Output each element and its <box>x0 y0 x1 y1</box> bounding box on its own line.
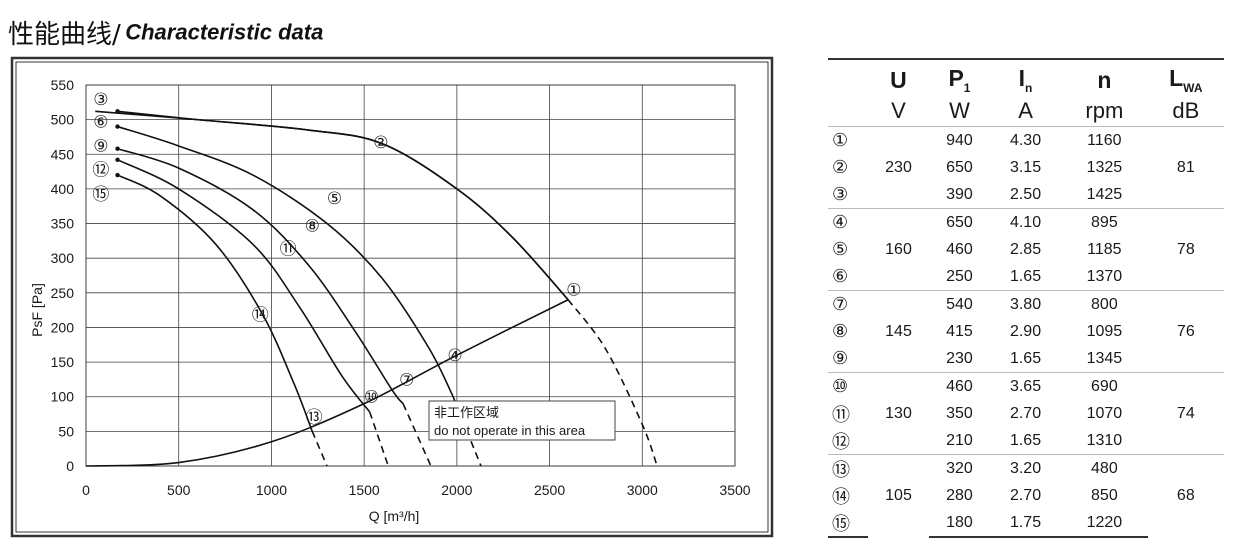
chart-grid <box>85 84 736 467</box>
chart-outer-frame <box>10 56 774 538</box>
curve-start-dot <box>115 109 120 114</box>
unit-In: A <box>1018 98 1033 123</box>
curve-label: ⑭ <box>252 305 269 324</box>
svg-text:PsF [Pa]: PsF [Pa] <box>29 283 45 337</box>
annotation-en: do not operate in this area <box>434 423 586 438</box>
curve-dashed <box>311 431 328 467</box>
curve-label: ② <box>373 133 388 152</box>
curve-label: ⑥ <box>93 113 108 132</box>
y-tick-label: 500 <box>51 112 75 128</box>
unit-U: V <box>891 98 906 123</box>
curve-start-dot <box>115 124 120 129</box>
x-axis-label: Q [m³/h] <box>369 508 420 524</box>
y-axis-label: PsF [Pa] <box>29 283 45 337</box>
table-row: ⑫ 210 1.65 1310 <box>832 431 1123 453</box>
header-U: U <box>868 58 929 96</box>
chart-ticks: 0 500 1000 1500 2000 2500 3000 3500 0 50 100 150 200… <box>51 77 751 498</box>
spec-table: U P1 In n LWA V W A rpm dB ① 230 940 4.30 11… <box>828 58 1224 538</box>
x-tick-label: 3500 <box>719 482 750 498</box>
curve-label: ⑧ <box>305 217 320 236</box>
title-cn: 性能曲线/ <box>8 20 121 50</box>
y-tick-label: 450 <box>51 146 75 162</box>
title-en: Characteristic data <box>125 19 324 45</box>
x-tick-label: 2000 <box>441 482 472 498</box>
curve-start-dot <box>115 172 120 178</box>
table-row: ② 650 3.15 1325 <box>832 157 1123 178</box>
y-tick-label: 400 <box>51 181 75 197</box>
header-In: In <box>989 58 1062 96</box>
annotation-cn: 非工作区域 <box>434 405 499 420</box>
y-tick-label: 250 <box>51 285 75 301</box>
y-tick-label: 550 <box>51 77 75 93</box>
x-tick-label: 2500 <box>534 482 565 498</box>
curve-label: ③ <box>93 90 108 109</box>
x-tick-label: 3000 <box>627 482 658 498</box>
curve-solid <box>117 125 454 398</box>
curve-start-dot <box>115 157 120 163</box>
y-tick-label: 150 <box>51 354 75 370</box>
no-operate-annotation: 非工作区域 do not operate in this area <box>428 400 616 441</box>
plot-area <box>85 84 736 467</box>
x-tick-label: 1000 <box>256 482 287 498</box>
curve-label: ④ <box>447 346 462 365</box>
table-row: ⑮ 180 1.75 1220 <box>828 509 1224 538</box>
unit-LWA: dB <box>1172 98 1200 123</box>
x-tick-label: 500 <box>167 482 191 498</box>
curve-label: ⑩ <box>364 388 379 407</box>
table-group: ④ 160 650 4.10 895 78 ⑤ 460 2.85 1185 ⑥ 250 1.65 13… <box>828 208 1224 291</box>
table-row: ⑤ 460 2.85 1185 <box>832 239 1122 260</box>
table-group: ⑬ 105 320 3.20 480 68 ⑭ 280 2.70 850 ⑮ 180 1.75 122… <box>828 454 1224 538</box>
header-n: n <box>1061 58 1148 96</box>
y-tick-label: 300 <box>51 250 75 266</box>
table-row: ④ 160 650 4.10 895 78 <box>828 208 1224 291</box>
y-tick-label: 0 <box>66 458 74 474</box>
curve-solid <box>85 299 569 467</box>
y-tick-label: 100 <box>51 389 75 405</box>
curve-label: ① <box>566 280 581 299</box>
table-row: ① 230 940 4.30 1160 81 <box>828 126 1224 209</box>
curve-dashed <box>567 299 658 467</box>
curve-label: ⑪ <box>280 239 297 258</box>
curve-solid <box>117 147 404 405</box>
table-row: ⑨ 230 1.65 1345 <box>832 348 1123 369</box>
curve-solid <box>117 110 569 301</box>
table-row: ⑥ 250 1.65 1370 <box>832 266 1123 287</box>
curve-label: ⑦ <box>399 370 414 389</box>
y-tick-label: 50 <box>58 423 74 439</box>
table-row: ⑪ 350 2.70 1070 <box>832 404 1123 426</box>
curve-dashed <box>402 403 432 467</box>
page-title: 性能曲线/ Characteristic data <box>8 14 324 51</box>
curve-solid <box>117 159 371 413</box>
chart-curve-labels: ② ③ ④ ⑤ ⑥ ⑦ ⑧ ⑨ ⑩ ⑪ ⑫ ⑬ ⑭ ⑮ ① <box>92 90 581 427</box>
curve-label: ⑫ <box>92 161 109 180</box>
table-group: ① 230 940 4.30 1160 81 ② 650 3.15 1325 ③ 390 2.50 1… <box>828 126 1224 209</box>
table-row: ⑦ 145 540 3.80 800 76 <box>828 290 1224 373</box>
y-tick-label: 350 <box>51 216 75 232</box>
curve-label: ⑬ <box>306 408 323 427</box>
curve-label: ⑤ <box>327 189 342 208</box>
chart-curves <box>85 109 658 467</box>
curve-dashed <box>368 411 390 467</box>
table-row: ⑧ 415 2.90 1095 <box>832 321 1123 342</box>
table-row: ⑭ 280 2.70 850 <box>832 486 1118 508</box>
unit-n: rpm <box>1085 98 1124 123</box>
y-tick-label: 200 <box>51 319 75 335</box>
table-group: ⑦ 145 540 3.80 800 76 ⑧ 415 2.90 1095 ⑨ 230 1.65 13… <box>828 290 1224 373</box>
characteristic-chart: 0 500 1000 1500 2000 2500 3000 3500 0 50 100 150 200… <box>10 56 774 538</box>
table-row: ⑩ 130 460 3.65 690 74 <box>828 372 1224 455</box>
chart-inner-frame <box>15 61 769 533</box>
x-tick-label: 0 <box>82 482 90 498</box>
curve-start-dot <box>115 146 120 151</box>
header-LWA: LWA <box>1147 58 1224 96</box>
curve-label: ⑨ <box>93 136 108 155</box>
table-row: ⑬ 105 320 3.20 480 68 <box>828 454 1224 537</box>
x-tick-label: 1500 <box>349 482 380 498</box>
table-group: ⑩ 130 460 3.65 690 74 ⑪ 350 2.70 1070 ⑫ 210 1.65 13… <box>828 372 1224 455</box>
header-P1: P1 <box>928 58 990 96</box>
curve-label: ⑮ <box>92 185 109 204</box>
unit-P1: W <box>949 98 970 123</box>
curve-solid <box>117 174 313 432</box>
table-row: ③ 390 2.50 1425 <box>832 184 1123 205</box>
